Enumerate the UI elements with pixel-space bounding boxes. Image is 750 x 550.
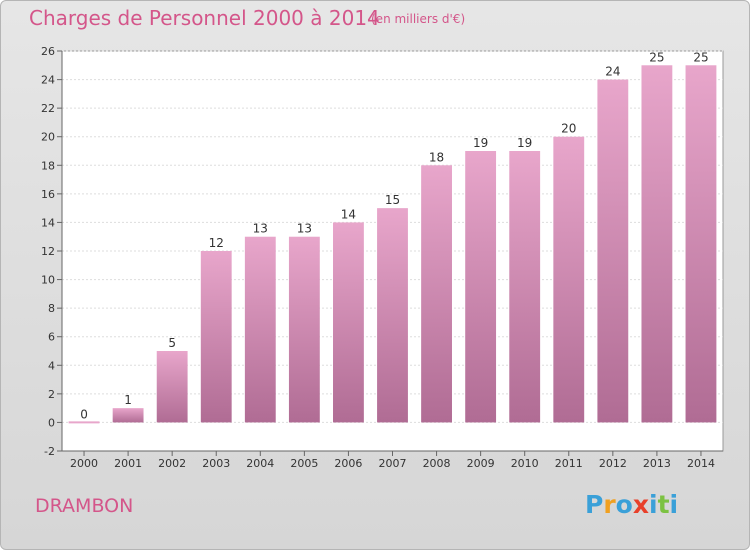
bar-value-label: 19 (517, 136, 532, 150)
bar-value-label: 19 (473, 136, 488, 150)
bar (200, 251, 232, 423)
bar (509, 151, 541, 423)
y-tick-label: 26 (41, 45, 55, 58)
bar (156, 351, 188, 423)
bar (112, 408, 144, 423)
y-tick-label: -2 (44, 445, 55, 458)
bar-value-label: 25 (649, 50, 664, 64)
bar (641, 65, 673, 423)
y-tick-label: 12 (41, 245, 55, 258)
y-tick-label: 18 (41, 159, 55, 172)
logo-letter: P (585, 490, 604, 519)
y-tick-label: 24 (41, 74, 55, 87)
x-tick-label: 2011 (555, 457, 583, 470)
bar (685, 65, 717, 423)
bar-value-label: 15 (385, 193, 400, 207)
y-tick-label: 10 (41, 274, 55, 287)
bar-value-label: 18 (429, 150, 444, 164)
x-tick-label: 2009 (467, 457, 495, 470)
logo-letter: i (649, 490, 658, 519)
chart-subtitle: (en milliers d'€) (371, 12, 466, 26)
logo-letter: i (669, 490, 679, 519)
x-tick-label: 2014 (687, 457, 715, 470)
proxiti-logo: Proxiti (585, 490, 678, 519)
bar (244, 236, 276, 423)
bar-value-label: 0 (80, 407, 88, 421)
bar-value-label: 25 (693, 50, 708, 64)
bar (333, 222, 364, 423)
logo-letter: r (603, 490, 616, 519)
x-tick-label: 2002 (158, 457, 186, 470)
bar-value-label: 20 (561, 122, 576, 136)
bar-value-label: 12 (209, 236, 224, 250)
bar (597, 79, 629, 423)
x-tick-label: 2003 (202, 457, 230, 470)
y-tick-label: 16 (41, 188, 55, 201)
y-tick-label: 22 (41, 102, 55, 115)
bar-value-label: 1 (124, 393, 132, 407)
bar-value-label: 24 (605, 65, 620, 79)
bar (377, 208, 408, 423)
bar-value-label: 13 (297, 222, 312, 236)
x-tick-label: 2012 (599, 457, 627, 470)
x-tick-label: 2004 (246, 457, 274, 470)
bar (288, 236, 320, 423)
bar-value-label: 13 (253, 222, 268, 236)
x-tick-label: 2013 (643, 457, 671, 470)
x-tick-label: 2007 (379, 457, 407, 470)
y-tick-label: 2 (48, 388, 55, 401)
x-tick-label: 2010 (511, 457, 539, 470)
x-tick-label: 2005 (290, 457, 318, 470)
bar (553, 136, 585, 423)
y-tick-label: 6 (48, 331, 55, 344)
commune-name: DRAMBON (35, 495, 134, 517)
bar (421, 165, 452, 423)
chart-title: Charges de Personnel 2000 à 2014 (29, 6, 380, 30)
bars (68, 65, 717, 424)
y-tick-label: 14 (41, 216, 55, 229)
logo-letter: x (632, 490, 649, 519)
bar-value-label: 5 (168, 336, 176, 350)
logo-letter: o (615, 490, 633, 519)
bar (465, 151, 497, 423)
x-tick-label: 2008 (423, 457, 451, 470)
x-tick-label: 2001 (114, 457, 142, 470)
y-tick-label: 4 (48, 359, 55, 372)
y-tick-label: 20 (41, 131, 55, 144)
logo-letter: t (657, 490, 670, 519)
y-tick-label: 0 (48, 416, 55, 429)
y-tick-label: 8 (48, 302, 55, 315)
x-tick-label: 2000 (70, 457, 98, 470)
bar-value-label: 14 (341, 207, 356, 221)
x-tick-label: 2006 (334, 457, 362, 470)
